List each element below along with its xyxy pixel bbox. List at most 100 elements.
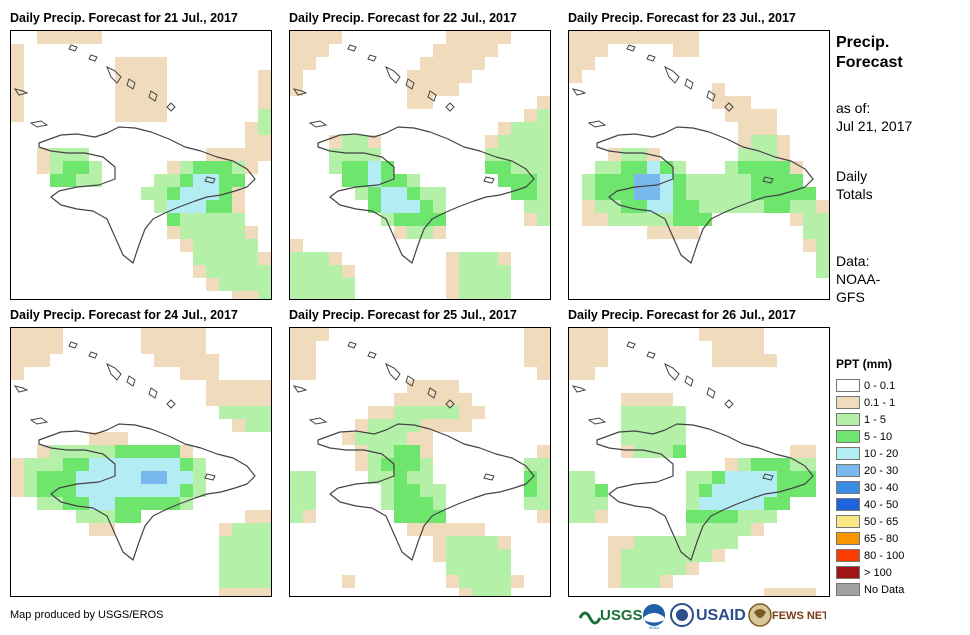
precip-cell bbox=[751, 122, 764, 135]
precip-cell bbox=[128, 83, 141, 96]
precip-cell bbox=[180, 484, 193, 497]
precip-cell bbox=[407, 187, 420, 200]
island-outline bbox=[126, 375, 136, 387]
precip-cell bbox=[258, 536, 271, 549]
precip-cell bbox=[608, 161, 621, 174]
precip-cell bbox=[712, 523, 725, 536]
precip-cell bbox=[290, 510, 303, 523]
precip-cell bbox=[446, 265, 459, 278]
precip-cell bbox=[777, 458, 790, 471]
precip-cell bbox=[446, 291, 459, 299]
map-canvas bbox=[569, 328, 816, 596]
precip-cell bbox=[485, 44, 498, 57]
precip-cell bbox=[537, 213, 550, 226]
precip-cell bbox=[115, 471, 128, 484]
precip-cell bbox=[660, 575, 673, 588]
precip-cell bbox=[472, 536, 485, 549]
precip-cell bbox=[37, 497, 50, 510]
precip-cell bbox=[751, 354, 764, 367]
precip-cell bbox=[738, 328, 751, 341]
hispaniola-outline bbox=[38, 423, 256, 561]
precip-cell bbox=[24, 328, 37, 341]
legend-label: > 100 bbox=[864, 566, 892, 579]
precip-cell bbox=[63, 471, 76, 484]
precip-cell bbox=[738, 122, 751, 135]
precip-cell bbox=[407, 200, 420, 213]
precip-cell bbox=[446, 562, 459, 575]
precip-cell bbox=[647, 432, 660, 445]
precip-cell bbox=[699, 328, 712, 341]
precip-cell bbox=[725, 96, 738, 109]
precip-cell bbox=[816, 213, 829, 226]
precip-cell bbox=[180, 367, 193, 380]
precip-cell bbox=[673, 187, 686, 200]
precip-cell bbox=[498, 252, 511, 265]
precip-cell bbox=[206, 174, 219, 187]
precip-cell bbox=[303, 497, 316, 510]
precip-cell bbox=[407, 213, 420, 226]
precip-cell bbox=[621, 393, 634, 406]
precip-cell bbox=[660, 187, 673, 200]
precip-cell bbox=[660, 31, 673, 44]
precip-cell bbox=[608, 575, 621, 588]
precip-cell bbox=[511, 575, 524, 588]
precip-cell bbox=[459, 536, 472, 549]
precip-cell bbox=[582, 354, 595, 367]
precip-cell bbox=[368, 161, 381, 174]
precip-cell bbox=[725, 484, 738, 497]
precip-cell bbox=[245, 252, 258, 265]
precip-cell bbox=[647, 549, 660, 562]
island-outline bbox=[664, 65, 680, 84]
precip-cell bbox=[63, 161, 76, 174]
precip-cell bbox=[381, 419, 394, 432]
precip-cell bbox=[712, 549, 725, 562]
precip-cell bbox=[219, 549, 232, 562]
precip-cell bbox=[446, 523, 459, 536]
island-outline bbox=[68, 341, 78, 349]
precip-cell bbox=[712, 354, 725, 367]
precip-cell bbox=[24, 484, 37, 497]
precip-cell bbox=[141, 187, 154, 200]
precip-cell bbox=[219, 393, 232, 406]
map-panel-2 bbox=[289, 30, 551, 300]
precip-cell bbox=[11, 341, 24, 354]
precip-cell bbox=[420, 497, 433, 510]
precip-cell bbox=[407, 406, 420, 419]
precip-cell bbox=[167, 445, 180, 458]
precip-cell bbox=[232, 226, 245, 239]
precip-cell bbox=[647, 536, 660, 549]
precip-cell bbox=[459, 278, 472, 291]
precip-cell bbox=[686, 174, 699, 187]
island-outline bbox=[166, 399, 176, 409]
precip-cell bbox=[102, 432, 115, 445]
precip-cell bbox=[485, 252, 498, 265]
precip-cell bbox=[485, 278, 498, 291]
precip-cell bbox=[167, 341, 180, 354]
precip-cell bbox=[245, 161, 258, 174]
precip-cell bbox=[368, 406, 381, 419]
precip-cell bbox=[777, 174, 790, 187]
precip-cell bbox=[582, 484, 595, 497]
precip-cell bbox=[498, 265, 511, 278]
precip-cell bbox=[128, 96, 141, 109]
precip-cell bbox=[232, 406, 245, 419]
precip-cell bbox=[37, 484, 50, 497]
precip-cell bbox=[725, 458, 738, 471]
precip-cell bbox=[595, 213, 608, 226]
precip-cell bbox=[751, 341, 764, 354]
precip-cell bbox=[686, 471, 699, 484]
precip-cell bbox=[115, 83, 128, 96]
precip-cell bbox=[141, 96, 154, 109]
data-source-block: Data: NOAA- GFS bbox=[836, 252, 880, 306]
precip-cell bbox=[381, 161, 394, 174]
svg-text:USAID: USAID bbox=[696, 607, 746, 624]
precip-cell bbox=[673, 562, 686, 575]
precip-cell bbox=[128, 57, 141, 70]
precip-cell bbox=[11, 458, 24, 471]
legend-label: No Data bbox=[864, 583, 905, 596]
precip-cell bbox=[537, 484, 550, 497]
precip-cell bbox=[316, 265, 329, 278]
precip-cell bbox=[608, 549, 621, 562]
precip-cell bbox=[595, 174, 608, 187]
precip-cell bbox=[37, 471, 50, 484]
